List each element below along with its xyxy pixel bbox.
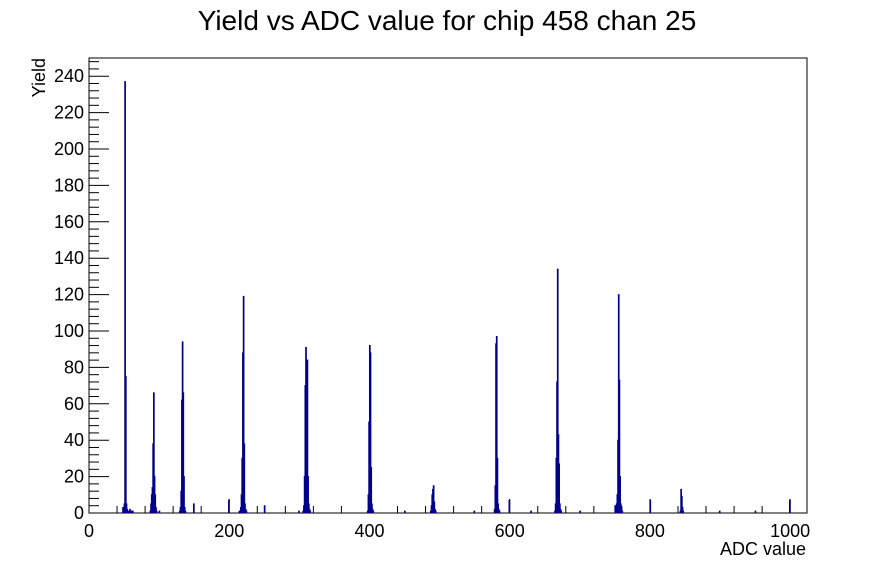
histogram-bin — [496, 457, 499, 513]
histogram-bin — [158, 510, 161, 513]
y-tick-label: 40 — [64, 430, 84, 450]
histogram-bin — [473, 510, 476, 513]
x-tick-label: 400 — [354, 521, 384, 541]
y-tick-label: 240 — [54, 66, 84, 86]
y-tick-label: 220 — [54, 103, 84, 123]
histogram-bin — [579, 510, 582, 513]
histogram-bin — [434, 510, 437, 513]
histogram-bin — [432, 485, 435, 513]
histogram-bin — [788, 499, 791, 513]
histogram-bin — [618, 379, 621, 513]
y-tick-label: 140 — [54, 248, 84, 268]
histogram-bin — [307, 476, 309, 513]
histogram-bin — [649, 499, 652, 513]
histogram-bin — [369, 352, 372, 513]
x-tick-label: 0 — [84, 521, 94, 541]
histogram-bin — [497, 503, 499, 513]
x-axis-title: ADC value — [720, 539, 806, 559]
histogram-bin — [433, 501, 436, 513]
histogram-bin — [558, 503, 561, 513]
histogram-bin — [153, 392, 155, 513]
histogram-bin — [263, 505, 266, 513]
y-tick-label: 120 — [54, 285, 84, 305]
histogram-bin — [508, 499, 511, 513]
histogram-bin — [126, 508, 129, 513]
histogram-bin — [298, 510, 300, 513]
y-tick-label: 160 — [54, 212, 84, 232]
histogram-bin — [621, 510, 624, 513]
histogram-bin — [244, 503, 246, 513]
histogram-bin — [680, 496, 683, 513]
histogram-bin — [372, 510, 375, 513]
histogram-bin — [129, 508, 131, 513]
axis-ticks — [88, 61, 791, 514]
histogram-bin — [495, 335, 498, 513]
histogram-bin — [131, 510, 134, 513]
histogram-bin — [560, 510, 563, 513]
histogram-bin — [127, 510, 130, 513]
histogram-bin — [184, 510, 187, 513]
histogram-bin — [155, 510, 158, 513]
histogram-bin — [238, 510, 241, 513]
histogram-bin — [530, 510, 532, 513]
y-tick-label: 0 — [74, 503, 84, 523]
y-axis-title: Yield — [29, 58, 49, 97]
chart-title: Yield vs ADC value for chip 458 chan 25 — [198, 5, 697, 36]
histogram-bin — [124, 376, 127, 513]
y-tick-label: 20 — [64, 467, 84, 487]
histogram-bin — [124, 81, 126, 513]
histogram-bars — [122, 81, 791, 513]
histogram-bin — [498, 510, 501, 513]
histogram-bin — [754, 510, 757, 513]
histogram-bin — [614, 505, 617, 513]
histogram-bin — [125, 503, 128, 513]
x-tick-label: 800 — [635, 521, 665, 541]
y-tick-labels: 0 20 40 60 80 100 120 140 160 180 200 220 240 — [54, 66, 84, 523]
histogram-bin — [307, 503, 310, 513]
histogram-bin — [306, 359, 309, 513]
histogram-bin — [718, 510, 721, 513]
histogram-bin — [404, 510, 406, 513]
histogram-bin — [309, 510, 312, 513]
histogram-bin — [556, 268, 559, 513]
histogram-bin — [558, 463, 560, 513]
histogram-bin — [681, 507, 684, 513]
histogram-bin — [182, 392, 185, 513]
histogram-bin — [155, 507, 157, 513]
x-tick-label: 1000 — [770, 521, 810, 541]
histogram-bin — [122, 507, 124, 513]
x-tick-label: 600 — [495, 521, 525, 541]
histogram-bin — [183, 476, 185, 513]
histogram-bin — [619, 503, 622, 513]
x-tick-labels: 0 200 400 600 800 1000 — [84, 521, 810, 541]
y-tick-label: 60 — [64, 394, 84, 414]
histogram-bin — [245, 510, 248, 513]
histogram-bin — [154, 494, 157, 513]
histogram-bin — [192, 503, 195, 513]
y-tick-label: 180 — [54, 175, 84, 195]
y-tick-label: 100 — [54, 321, 84, 341]
histogram-bin — [371, 503, 373, 513]
y-tick-label: 200 — [54, 139, 84, 159]
histogram-bin — [183, 507, 186, 513]
histogram-bin — [242, 295, 245, 513]
histogram-bin — [228, 499, 230, 513]
x-tick-label: 200 — [214, 521, 244, 541]
histogram-bin — [682, 510, 685, 513]
histogram-bin — [243, 443, 246, 513]
y-tick-label: 80 — [64, 357, 84, 377]
plot-frame — [88, 57, 808, 514]
histogram-bin — [370, 467, 373, 513]
histogram-bin — [619, 476, 621, 513]
